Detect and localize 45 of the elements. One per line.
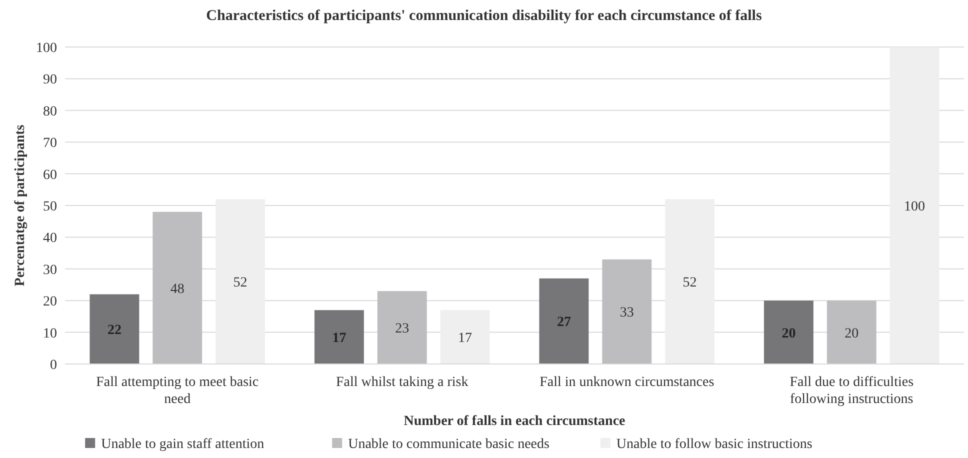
legend-label: Unable to follow basic instructions [616,437,812,452]
data-label: 17 [458,331,472,346]
data-label: 20 [844,326,859,342]
legend-label: Unable to gain staff attention [101,437,264,452]
x-tick-label: Fall attempting to meet basic need [96,375,259,407]
x-tick-label: Fall due to difficulties following instructions [790,375,914,407]
data-label: 100 [904,200,926,214]
bar [826,300,876,364]
bar [539,278,589,364]
bar [90,294,140,364]
x-tick-label: Fall in unknown circumstances [540,375,714,390]
bar [665,199,715,364]
bar [602,259,652,364]
bar [377,291,427,364]
data-label: 17 [332,331,346,346]
bar [764,300,814,364]
x-axis-title: Number of falls in each circumstance [404,414,626,429]
bar [314,310,364,364]
data-label: 52 [682,276,697,291]
y-axis-title: Percentatge of participants [13,124,28,286]
y-tick-label: 40 [43,231,57,246]
bar [152,212,202,364]
y-tick-label: 90 [43,72,57,88]
bar [890,47,940,364]
data-label: 22 [107,323,122,338]
y-tick-label: 0 [50,358,57,373]
bar [216,199,266,364]
y-tick-label: 20 [43,294,57,310]
data-label: 27 [556,315,571,330]
x-tick-label: Fall whilst taking a risk [336,375,468,390]
y-tick-label: 10 [43,326,57,342]
bar [440,310,490,364]
y-tick-label: 60 [43,168,57,183]
legend-label: Unable to communicate basic needs [348,437,550,452]
data-label: 23 [395,322,410,337]
y-tick-label: 80 [43,104,57,120]
y-tick-label: 70 [43,136,57,152]
data-label: 52 [233,276,248,291]
y-tick-label: 30 [43,262,57,278]
data-label: 33 [620,306,634,321]
data-label: 20 [782,326,796,342]
y-tick-label: 100 [36,41,57,56]
y-tick-label: 50 [43,200,57,214]
chart-title: Characteristics of participants' communication disability for each circumstance of falls [206,8,762,24]
data-label: 48 [170,282,184,297]
